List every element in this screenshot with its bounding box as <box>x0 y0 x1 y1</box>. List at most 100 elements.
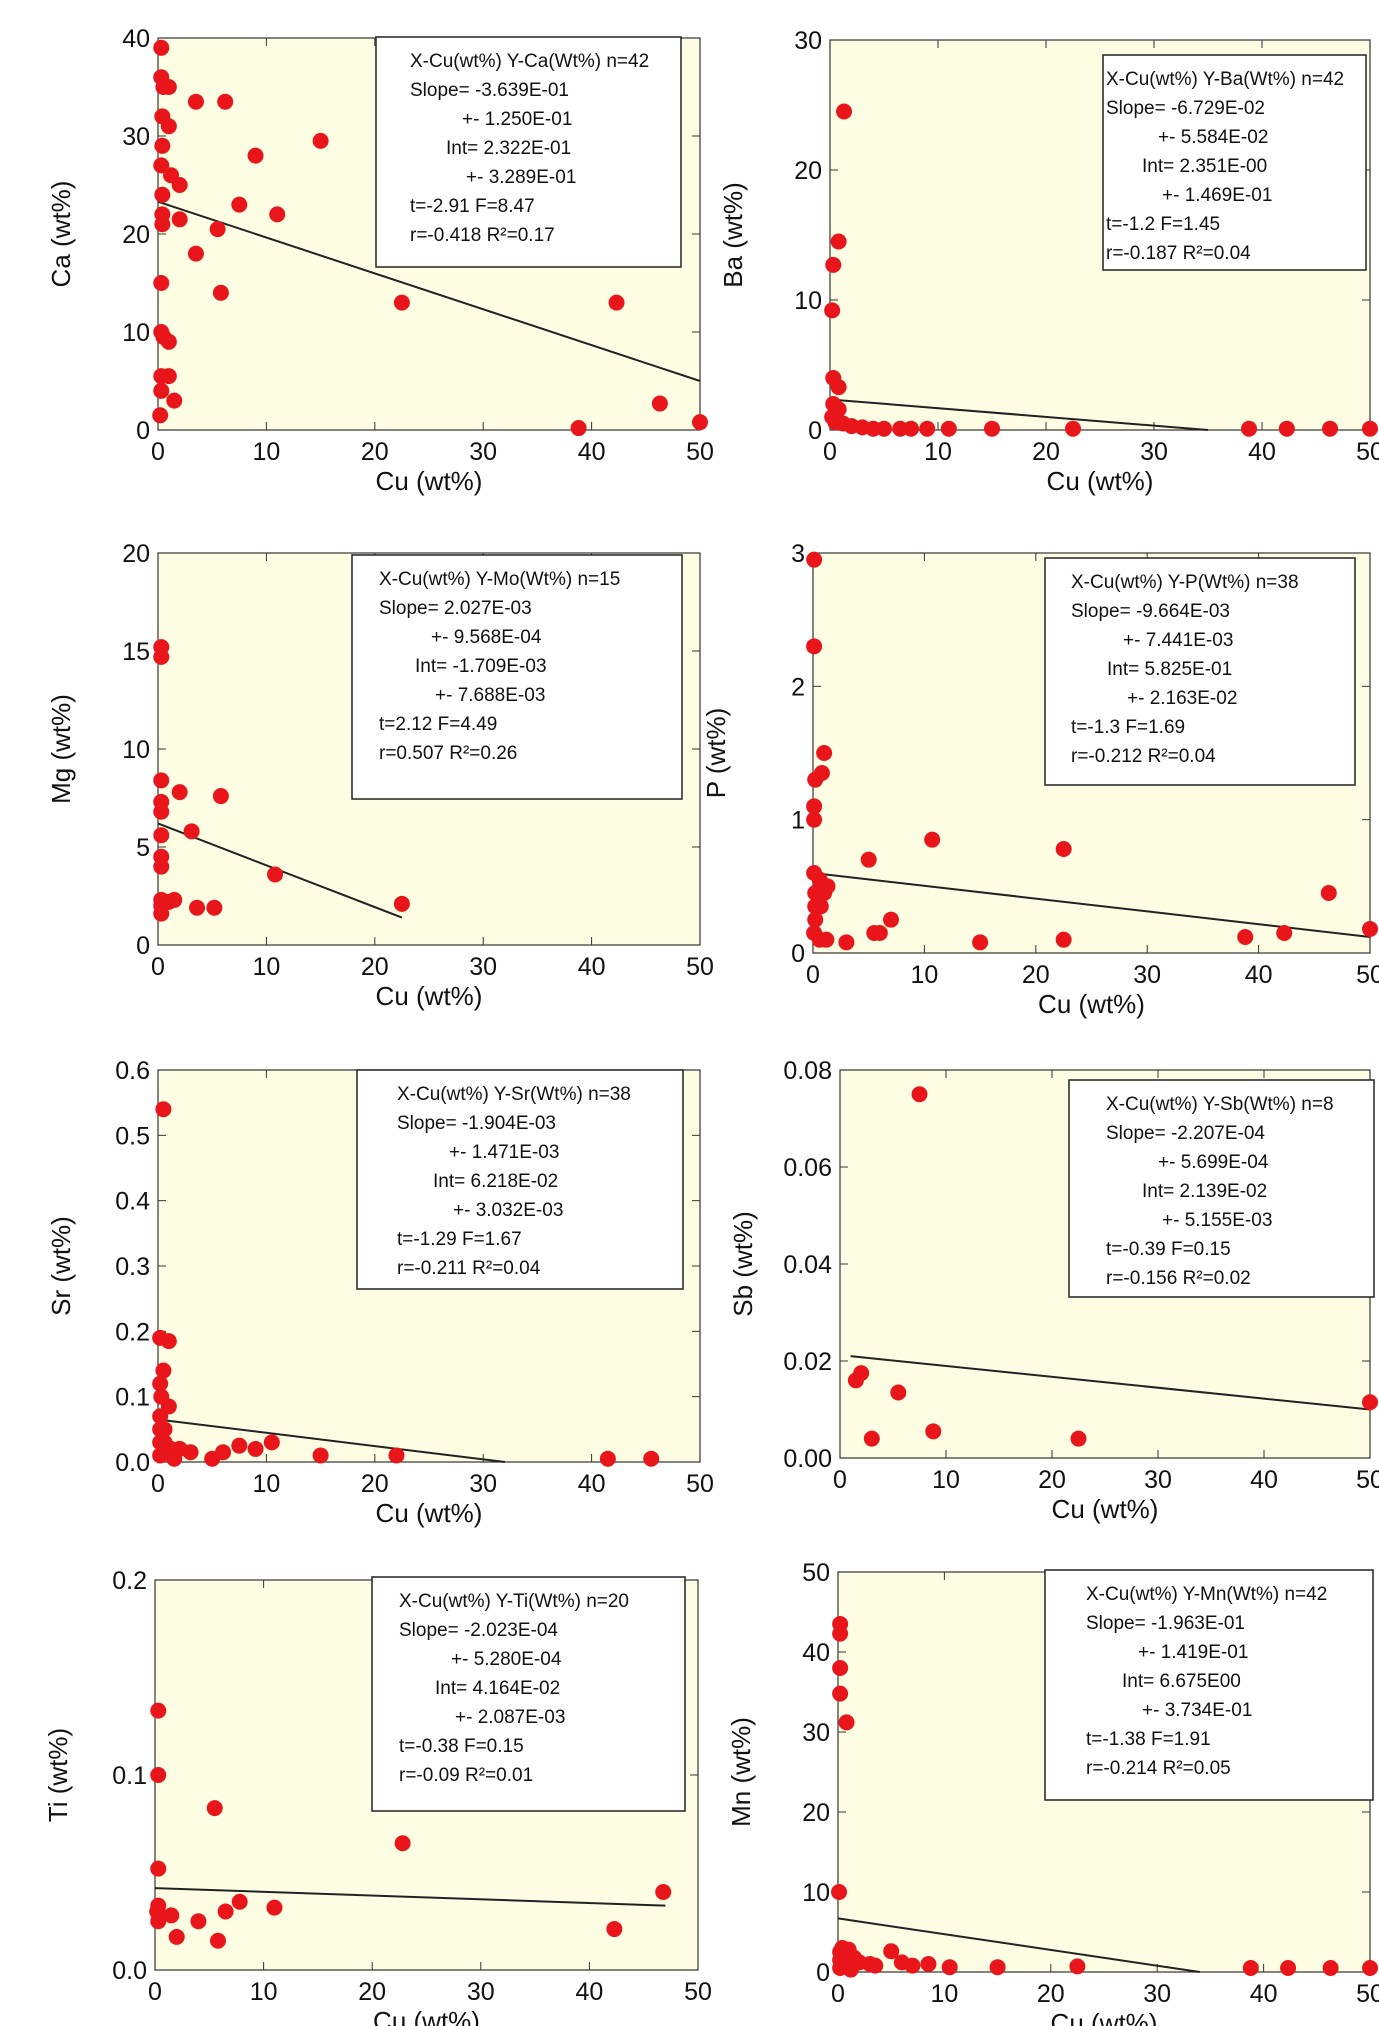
data-point <box>150 1860 167 1877</box>
data-point <box>190 1913 207 1930</box>
data-point <box>924 831 941 848</box>
data-point <box>832 1625 849 1642</box>
data-point <box>393 294 410 311</box>
data-point <box>806 551 823 568</box>
y-axis-label: Mn (wt%) <box>726 1717 756 1827</box>
stats-line: X-Cu(wt%) Y-Sb(Wt%) n=8 <box>1106 1094 1334 1115</box>
stats-line: Slope= -1.963E-01 <box>1086 1613 1245 1634</box>
x-tick-label: 10 <box>932 1466 960 1494</box>
stats-box <box>371 1576 686 1812</box>
y-tick-label: 0.02 <box>783 1348 832 1376</box>
data-point <box>206 1800 223 1817</box>
data-point <box>267 866 284 883</box>
stats-box <box>1044 557 1356 786</box>
stats-line: X-Cu(wt%) Y-Mo(Wt%) n=15 <box>379 569 620 590</box>
x-tick-label: 30 <box>469 438 497 466</box>
stats-line: +- 1.419E-01 <box>1138 1642 1248 1663</box>
data-point <box>393 895 410 912</box>
data-point <box>150 1913 167 1930</box>
data-point <box>209 221 226 238</box>
y-tick-label: 0.6 <box>115 1057 150 1085</box>
stats-line: +- 3.734E-01 <box>1142 1700 1252 1721</box>
stats-line: t=2.12 F=4.49 <box>379 714 497 735</box>
stats-line: Slope= 2.027E-03 <box>379 598 532 619</box>
data-point <box>153 382 170 399</box>
data-point <box>807 771 824 788</box>
x-tick-label: 40 <box>578 438 606 466</box>
data-point <box>231 196 248 213</box>
stats-line: Slope= -9.664E-03 <box>1071 601 1230 622</box>
y-tick-label: 30 <box>794 27 822 55</box>
data-point <box>940 420 957 437</box>
data-point <box>608 294 625 311</box>
stats-box <box>351 554 683 800</box>
y-tick-label: 40 <box>122 25 150 53</box>
data-point <box>806 638 823 655</box>
data-point <box>882 911 899 928</box>
data-point <box>643 1450 660 1467</box>
stats-line: Int= -1.709E-03 <box>415 656 547 677</box>
stats-line: X-Cu(wt%) Y-Ti(Wt%) n=20 <box>399 1591 629 1612</box>
data-point <box>152 407 169 424</box>
data-point <box>830 379 847 396</box>
x-tick-label: 0 <box>806 961 820 989</box>
data-point <box>160 333 177 350</box>
x-tick-label: 30 <box>469 953 497 981</box>
regression-line <box>154 1887 666 1907</box>
x-tick-label: 30 <box>1140 438 1168 466</box>
chart-panel-7: 0 10 20 30 40 50 0.0 0.1 0.2 Cu (wt%) Ti (wt%) X-Cu… <box>43 1567 712 2026</box>
data-point <box>247 1440 264 1457</box>
regression-line <box>829 398 1209 431</box>
y-tick-label: 0.04 <box>783 1251 832 1279</box>
y-tick-label: 0.4 <box>115 1188 150 1216</box>
x-tick-label: 20 <box>358 1978 386 2006</box>
data-point <box>1241 420 1258 437</box>
data-point <box>182 1444 199 1461</box>
data-point <box>890 1384 907 1401</box>
data-point <box>166 392 183 409</box>
data-point <box>160 118 177 135</box>
data-point <box>1362 420 1378 437</box>
x-axis-label: Cu (wt%) <box>376 981 483 1011</box>
data-point <box>1362 921 1378 937</box>
stats-line: X-Cu(wt%) Y-Ba(Wt%) n=42 <box>1106 69 1344 90</box>
stats-line: +- 5.155E-03 <box>1162 1210 1272 1231</box>
x-tick-label: 20 <box>1032 438 1060 466</box>
data-point <box>1362 1394 1378 1411</box>
data-point <box>1320 885 1337 901</box>
data-point <box>1055 931 1072 948</box>
y-tick-label: 10 <box>794 287 822 315</box>
x-tick-label: 50 <box>686 953 714 981</box>
y-tick-label: 0 <box>816 1959 830 1987</box>
x-tick-label: 50 <box>686 1470 714 1498</box>
x-tick-label: 40 <box>578 953 606 981</box>
x-tick-label: 30 <box>469 1470 497 1498</box>
data-point <box>1237 929 1254 945</box>
stats-box <box>1068 1079 1375 1298</box>
stats-line: +- 9.568E-04 <box>431 627 542 648</box>
stats-line: Int= 6.675E00 <box>1122 1671 1241 1692</box>
data-point <box>388 1447 405 1464</box>
stats-box <box>1102 54 1367 271</box>
data-point <box>166 891 183 908</box>
data-point <box>153 827 170 844</box>
y-tick-label: 0.5 <box>115 1122 150 1150</box>
y-tick-label: 2 <box>791 673 805 701</box>
data-point <box>171 784 188 801</box>
stats-line: Slope= -2.023E-04 <box>399 1620 558 1641</box>
data-point <box>1242 1960 1259 1976</box>
stats-line: r=-0.211 R²=0.04 <box>397 1258 541 1279</box>
x-tick-label: 10 <box>910 961 938 989</box>
x-tick-label: 50 <box>1356 1980 1379 2008</box>
x-tick-label: 20 <box>361 953 389 981</box>
data-point <box>154 137 171 154</box>
data-point <box>911 1086 928 1103</box>
stats-line: X-Cu(wt%) Y-Ca(Wt%) n=42 <box>410 51 649 72</box>
data-point <box>171 211 188 228</box>
data-point <box>941 1959 958 1976</box>
data-point <box>838 1714 855 1731</box>
data-point <box>1278 420 1295 437</box>
